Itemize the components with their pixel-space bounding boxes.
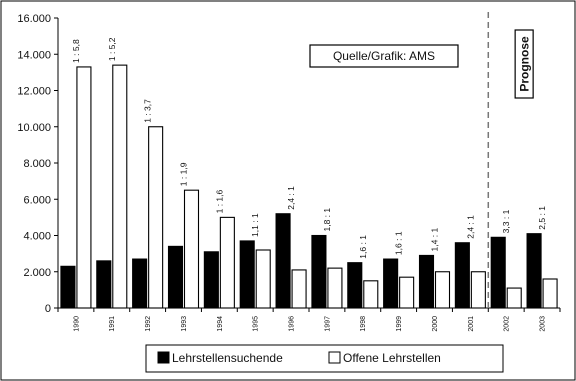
bar-lehrstellensuchende (275, 213, 291, 309)
forecast-annotation: Prognose (514, 29, 534, 99)
ratio-label: 3,3 : 1 (501, 209, 511, 233)
bar-lehrstellensuchende (526, 233, 542, 309)
legend-swatch-lehrstellensuchende (157, 351, 170, 364)
bar-offene-lehrstellen (542, 278, 558, 309)
bar-lehrstellensuchende (383, 258, 399, 309)
x-tick-label: 1997 (324, 316, 331, 332)
x-tick-label: 2003 (540, 316, 547, 332)
y-tick-label: 16.000 (17, 13, 51, 25)
ratio-labels: 1 : 5,8 1 : 5,2 1 : 3,7 1 : 1,9 1 : 1,6 1,1 :… (71, 37, 547, 258)
bar-lehrstellensuchende (418, 254, 435, 309)
bar-lehrstellensuchende (132, 258, 148, 309)
legend: Lehrstellensuchende Offene Lehrstellen (145, 344, 504, 373)
ratio-label: 1 : 5,8 (71, 39, 81, 63)
bar-offene-lehrstellen (327, 267, 343, 309)
ratio-label: 1,1 : 1 (250, 213, 260, 237)
bar-lehrstellensuchende (311, 234, 327, 309)
x-tick-label: 1991 (109, 316, 116, 332)
source-box (309, 44, 459, 68)
ratio-label: 1,6 : 1 (358, 235, 368, 259)
bar-offene-lehrstellen (76, 66, 92, 309)
x-tick-label: 2000 (432, 316, 439, 332)
x-tick-label: 1996 (289, 316, 296, 332)
bar-offene-lehrstellen (112, 64, 128, 309)
bar-lehrstellensuchende (203, 251, 219, 309)
ratio-label: 1,6 : 1 (394, 231, 404, 255)
bar-lehrstellensuchende (454, 242, 470, 309)
forecast-text: Prognose (517, 36, 531, 92)
y-tick-label: 0 (45, 303, 51, 315)
ratio-label: 2,4 : 1 (465, 215, 475, 239)
x-tick-label: 1998 (360, 316, 367, 332)
bars (60, 64, 558, 309)
bar-offene-lehrstellen (399, 276, 415, 309)
ratio-label: 2,5 : 1 (537, 206, 547, 230)
legend-label-offene-lehrstellen: Offene Lehrstellen (343, 351, 441, 365)
legend-box (145, 344, 504, 373)
bar-offene-lehrstellen (255, 249, 271, 309)
bar-lehrstellensuchende (167, 245, 184, 309)
x-tick-label: 1992 (145, 316, 152, 332)
bar-offene-lehrstellen (291, 269, 307, 309)
source-text: Quelle/Grafik: AMS (333, 49, 435, 63)
ratio-label: 1 : 1,6 (214, 189, 224, 213)
legend-label-lehrstellensuchende: Lehrstellensuchende (172, 351, 283, 365)
bar-lehrstellensuchende (239, 240, 255, 309)
ratio-label: 1 : 1,9 (178, 162, 188, 186)
bar-lehrstellensuchende (490, 236, 506, 309)
forecast-box (514, 29, 534, 99)
ratio-label: 1 : 5,2 (107, 37, 117, 61)
y-tick-label: 8.000 (23, 158, 51, 170)
bar-offene-lehrstellen (183, 189, 200, 309)
bar-lehrstellensuchende (347, 262, 363, 309)
ratio-label: 1,8 : 1 (322, 208, 332, 232)
x-tick-label: 1990 (73, 316, 80, 332)
ratio-label: 1,4 : 1 (429, 228, 439, 252)
y-axis: 0 2.000 4.000 6.000 8.000 10.000 12.000 14.000 1… (17, 13, 59, 315)
bar-offene-lehrstellen (363, 280, 379, 309)
x-tick-label: 2001 (468, 316, 475, 332)
bar-offene-lehrstellen (148, 126, 164, 309)
y-tick-label: 6.000 (23, 194, 51, 206)
x-axis: 1990 1991 1992 1993 1994 1995 1996 1997 1998 1999… (57, 307, 561, 332)
y-tick-label: 4.000 (23, 231, 51, 243)
y-tick-label: 2.000 (23, 267, 51, 279)
ratio-label: 1 : 3,7 (143, 99, 153, 123)
bar-lehrstellensuchende (60, 265, 76, 309)
x-tick-label: 2002 (504, 316, 511, 332)
legend-swatch-offene-lehrstellen (328, 351, 341, 364)
source-annotation: Quelle/Grafik: AMS (309, 44, 459, 68)
y-tick-label: 12.000 (17, 86, 51, 98)
x-tick-label: 1993 (181, 316, 188, 332)
bar-offene-lehrstellen (434, 271, 451, 309)
bar-offene-lehrstellen (470, 271, 486, 309)
y-tick-label: 10.000 (17, 122, 51, 134)
x-tick-label: 1999 (396, 316, 403, 332)
bar-lehrstellensuchende (96, 260, 112, 309)
bar-offene-lehrstellen (219, 216, 235, 309)
x-tick-label: 1994 (217, 316, 224, 332)
x-tick-label: 1995 (253, 316, 260, 332)
bar-offene-lehrstellen (506, 287, 522, 309)
y-tick-label: 14.000 (17, 49, 51, 61)
ratio-label: 2,4 : 1 (286, 186, 296, 210)
